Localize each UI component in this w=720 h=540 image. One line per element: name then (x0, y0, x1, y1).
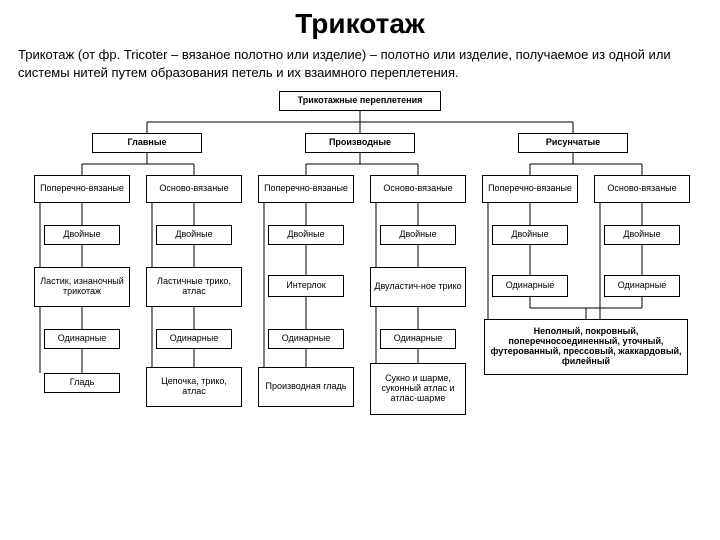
page-title: Трикотаж (14, 8, 706, 40)
node-d5: Двойные (492, 225, 568, 245)
node-c3: Поперечно-вязаные (258, 175, 354, 203)
node-m3: Интерлок (268, 275, 344, 297)
node-c5: Поперечно-вязаные (482, 175, 578, 203)
node-b2: Цепочка, трико, атлас (146, 367, 242, 407)
page-subtitle: Трикотаж (от фр. Tricoter – вязаное поло… (14, 46, 706, 81)
node-o4: Одинарные (380, 329, 456, 349)
node-g3: Рисунчатые (518, 133, 628, 153)
node-b4: Сукно и шарме, суконный атлас и атлас-ша… (370, 363, 466, 415)
tree-diagram: Трикотажные переплетения Главные Производн… (14, 91, 706, 481)
node-g2: Производные (305, 133, 415, 153)
node-root: Трикотажные переплетения (279, 91, 441, 111)
node-c1: Поперечно-вязаные (34, 175, 130, 203)
node-o2: Одинарные (156, 329, 232, 349)
node-b3: Производная гладь (258, 367, 354, 407)
node-c6: Осново-вязаные (594, 175, 690, 203)
node-g1: Главные (92, 133, 202, 153)
node-m5: Одинарные (492, 275, 568, 297)
node-o1: Одинарные (44, 329, 120, 349)
node-d2: Двойные (156, 225, 232, 245)
node-c4: Осново-вязаные (370, 175, 466, 203)
node-d4: Двойные (380, 225, 456, 245)
node-o3: Одинарные (268, 329, 344, 349)
node-big: Неполный, покровный, поперечносоединенны… (484, 319, 688, 375)
node-m1: Ластик, изнаночный трикотаж (34, 267, 130, 307)
node-d3: Двойные (268, 225, 344, 245)
node-b1: Гладь (44, 373, 120, 393)
node-m6: Одинарные (604, 275, 680, 297)
node-d6: Двойные (604, 225, 680, 245)
node-c2: Осново-вязаные (146, 175, 242, 203)
node-m2: Ластичные трико, атлас (146, 267, 242, 307)
node-d1: Двойные (44, 225, 120, 245)
node-m4: Двуластич-ное трико (370, 267, 466, 307)
